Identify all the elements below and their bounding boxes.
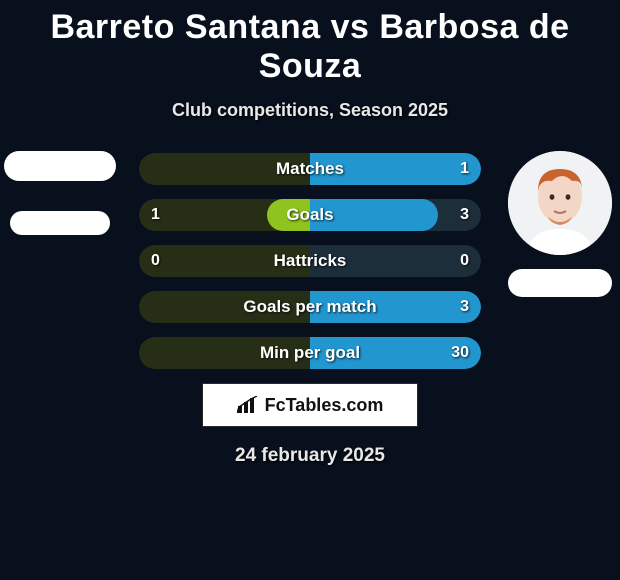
subtitle: Club competitions, Season 2025 bbox=[0, 100, 620, 121]
stat-value-right: 3 bbox=[460, 291, 469, 323]
stat-value-right: 1 bbox=[460, 153, 469, 185]
comparison-bars: Matches1Goals13Hattricks00Goals per matc… bbox=[139, 153, 481, 369]
player-right-avatar-block bbox=[508, 151, 612, 297]
player-right-avatar bbox=[508, 151, 612, 255]
stats-area: Matches1Goals13Hattricks00Goals per matc… bbox=[0, 153, 620, 369]
player-left-avatar-block bbox=[8, 151, 112, 235]
player-left-team-pill bbox=[10, 211, 110, 235]
player-right-team-pill bbox=[508, 269, 612, 297]
source-logo-text: FcTables.com bbox=[265, 395, 384, 416]
page-title: Barreto Santana vs Barbosa de Souza bbox=[0, 8, 620, 86]
stat-label: Goals per match bbox=[139, 291, 481, 323]
stat-row: Hattricks0 0 bbox=[139, 245, 481, 277]
player-left-name: Barreto Santana bbox=[50, 8, 320, 46]
player-right-face-icon bbox=[508, 151, 612, 255]
stat-row: Matches1 bbox=[139, 153, 481, 185]
source-logo: FcTables.com bbox=[202, 383, 418, 427]
stat-value-left: 1 bbox=[151, 199, 160, 231]
stat-row: Goals per match3 bbox=[139, 291, 481, 323]
stat-value-right: 0 bbox=[460, 245, 469, 277]
stat-label: Min per goal bbox=[139, 337, 481, 369]
stat-label: Hattricks bbox=[139, 245, 481, 277]
stat-label: Matches bbox=[139, 153, 481, 185]
stat-label: Goals bbox=[139, 199, 481, 231]
player-left-avatar-placeholder bbox=[4, 151, 116, 181]
stat-value-right: 3 bbox=[460, 199, 469, 231]
stat-value-right: 30 bbox=[451, 337, 469, 369]
stat-row: Min per goal30 bbox=[139, 337, 481, 369]
footer-date: 24 february 2025 bbox=[0, 445, 620, 467]
stat-row: Goals1 3 bbox=[139, 199, 481, 231]
stat-value-left: 0 bbox=[151, 245, 160, 277]
comparison-container: Barreto Santana vs Barbosa de Souza Club… bbox=[0, 0, 620, 467]
vs-separator: vs bbox=[331, 8, 370, 46]
bar-chart-icon bbox=[237, 396, 259, 414]
